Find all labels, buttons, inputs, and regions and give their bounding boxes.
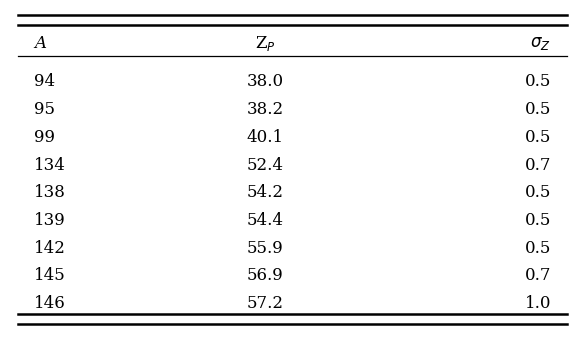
Text: 99: 99 — [34, 129, 55, 146]
Text: 55.9: 55.9 — [247, 240, 283, 257]
Text: 0.5: 0.5 — [525, 184, 551, 201]
Text: 134: 134 — [34, 157, 66, 174]
Text: 95: 95 — [34, 101, 55, 118]
Text: 139: 139 — [34, 212, 66, 229]
Text: 94: 94 — [34, 73, 55, 91]
Text: Z$_P$: Z$_P$ — [254, 34, 276, 53]
Text: $\sigma_Z$: $\sigma_Z$ — [530, 35, 551, 52]
Text: 0.7: 0.7 — [525, 267, 551, 284]
Text: 138: 138 — [34, 184, 66, 201]
Text: 0.5: 0.5 — [525, 101, 551, 118]
Text: 142: 142 — [34, 240, 66, 257]
Text: 57.2: 57.2 — [246, 295, 284, 312]
Text: 52.4: 52.4 — [246, 157, 284, 174]
Text: 145: 145 — [34, 267, 66, 284]
Text: 0.5: 0.5 — [525, 212, 551, 229]
Text: 1.0: 1.0 — [525, 295, 551, 312]
Text: 38.0: 38.0 — [246, 73, 284, 91]
Text: A: A — [34, 35, 46, 52]
Text: 146: 146 — [34, 295, 66, 312]
Text: 0.5: 0.5 — [525, 240, 551, 257]
Text: 0.7: 0.7 — [525, 157, 551, 174]
Text: 40.1: 40.1 — [246, 129, 284, 146]
Text: 0.5: 0.5 — [525, 73, 551, 91]
Text: 38.2: 38.2 — [246, 101, 284, 118]
Text: 54.2: 54.2 — [246, 184, 284, 201]
Text: 0.5: 0.5 — [525, 129, 551, 146]
Text: 56.9: 56.9 — [247, 267, 283, 284]
Text: 54.4: 54.4 — [246, 212, 284, 229]
